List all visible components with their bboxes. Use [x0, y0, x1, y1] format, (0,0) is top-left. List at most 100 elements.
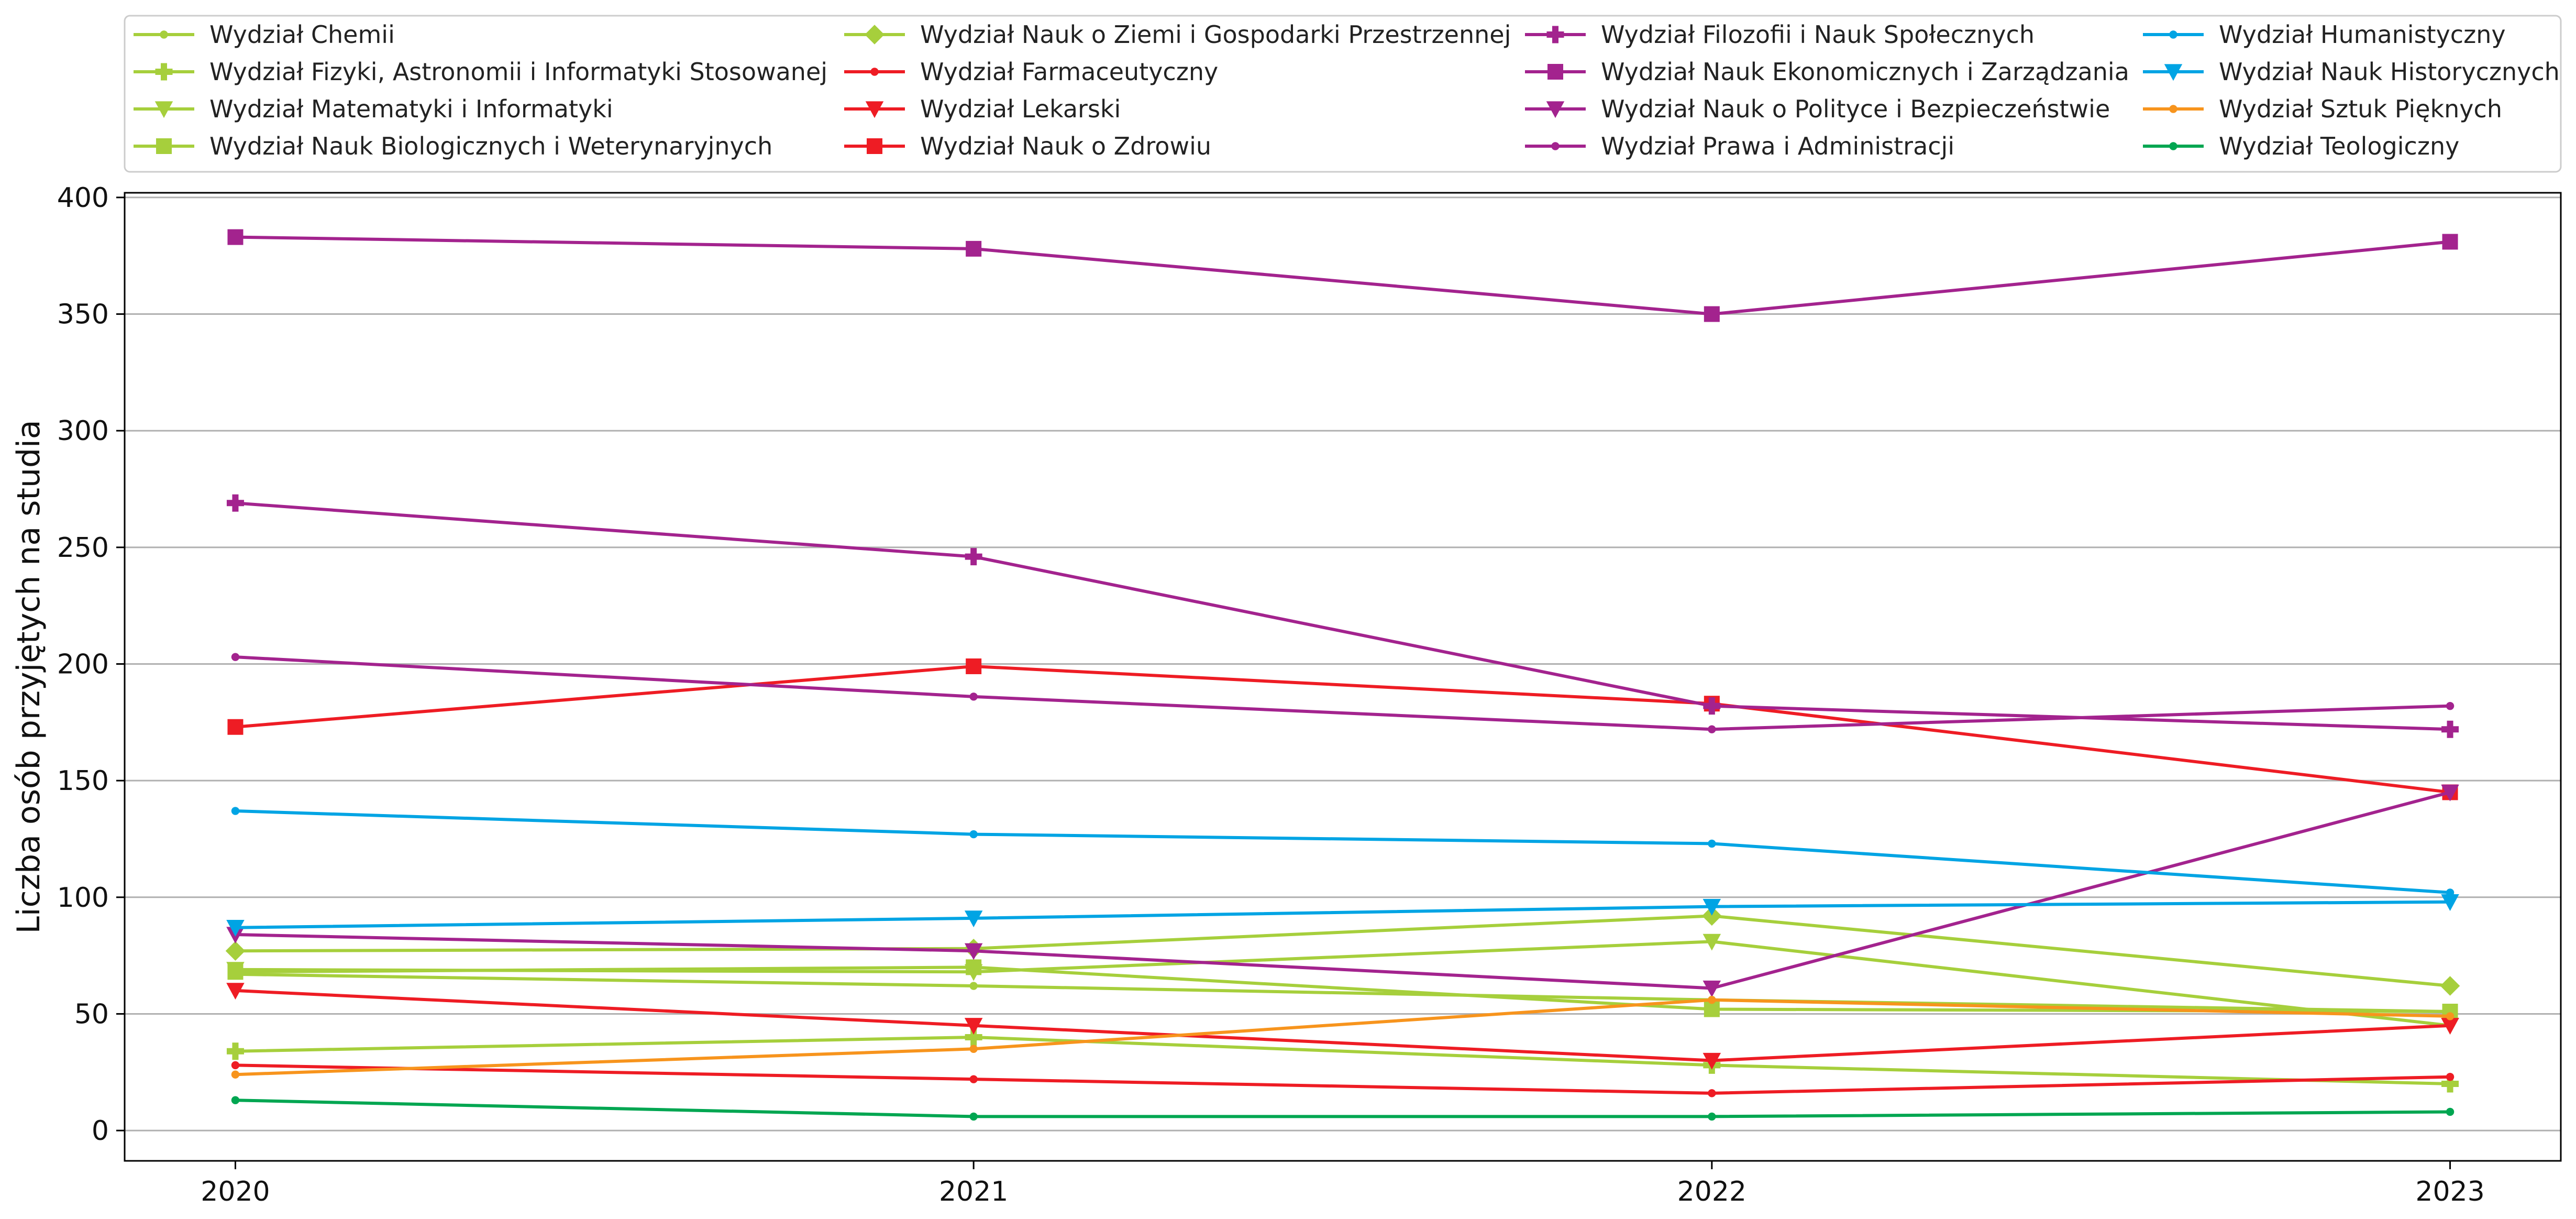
series-line — [235, 655, 2450, 731]
y-tick-label: 400 — [57, 182, 109, 214]
data-point — [1702, 906, 1722, 926]
x-tick-label: 2023 — [2415, 1176, 2484, 1207]
legend-item: Wydział Prawa i Administracji — [1525, 132, 1954, 160]
x-tick-label: 2020 — [201, 1176, 270, 1207]
data-point — [231, 1061, 240, 1070]
data-point — [966, 959, 982, 975]
data-point — [2446, 1107, 2455, 1116]
legend-item: Wydział Lekarski — [844, 95, 1121, 123]
legend-marker — [160, 30, 168, 39]
legend-item: Wydział Nauk Ekonomicznych i Zarządzania — [1525, 58, 2129, 86]
legend-marker — [867, 138, 882, 154]
legend-marker — [865, 25, 885, 45]
data-point — [225, 941, 246, 961]
data-point — [227, 719, 244, 735]
data-point — [1702, 1052, 1721, 1070]
legend-label: Wydział Nauk o Zdrowiu — [920, 132, 1211, 160]
data-point — [231, 1096, 240, 1104]
data-point — [966, 240, 982, 257]
y-tick-label: 150 — [57, 765, 109, 797]
grid-lines — [125, 196, 2561, 1132]
series-13 — [231, 807, 2455, 897]
series-line — [235, 900, 2450, 929]
legend-label: Wydział Nauk o Ziemi i Gospodarki Przest… — [920, 20, 1511, 49]
data-point — [227, 964, 244, 980]
legend-marker — [2164, 64, 2183, 81]
y-tick-label: 300 — [57, 415, 109, 447]
data-point — [964, 1018, 983, 1035]
y-tick-label: 100 — [57, 882, 109, 914]
series-4 — [227, 959, 2458, 1020]
legend-label: Wydział Prawa i Administracji — [1601, 132, 1954, 160]
data-point — [1708, 1089, 1716, 1097]
series-line — [235, 809, 2450, 894]
data-point — [969, 1045, 978, 1053]
legend-label: Wydział Filozofii i Nauk Społecznych — [1601, 20, 2035, 49]
legend-item: Wydział Nauk Historycznych — [2143, 58, 2560, 86]
legend-label: Wydział Nauk Biologicznych i Weterynaryj… — [209, 132, 772, 160]
data-point — [2442, 234, 2458, 250]
series-14 — [226, 894, 2459, 937]
data-point — [2446, 701, 2455, 710]
series-line — [235, 972, 2450, 1014]
data-point — [969, 693, 978, 701]
data-point — [964, 943, 983, 960]
data-point — [2441, 894, 2459, 911]
data-point — [1703, 697, 1721, 715]
legend-marker — [865, 101, 884, 118]
y-tick-label: 200 — [57, 649, 109, 680]
series-12 — [231, 653, 2455, 733]
series-line — [235, 965, 2450, 1014]
data-point — [227, 229, 244, 245]
series-line — [235, 914, 2450, 988]
data-point — [231, 653, 240, 661]
legend-item: Wydział Farmaceutyczny — [844, 58, 1218, 86]
data-point — [1702, 980, 1721, 997]
legend-label: Wydział Nauk o Polityce i Bezpieczeństwi… — [1601, 95, 2110, 123]
data-point — [1708, 839, 1716, 848]
x-tick-label: 2022 — [1677, 1176, 1746, 1207]
data-point — [966, 658, 982, 674]
legend-item: Wydział Sztuk Pięknych — [2143, 95, 2502, 123]
series-5 — [225, 906, 2460, 996]
data-point — [969, 982, 978, 990]
legend-item: Wydział Humanistyczny — [2143, 20, 2506, 49]
data-point — [226, 1042, 244, 1060]
series-line — [235, 1063, 2450, 1095]
legend-marker — [1547, 64, 1563, 80]
data-point — [231, 807, 240, 815]
legend-item: Wydział Fizyki, Astronomii i Informatyki… — [134, 58, 827, 86]
data-point — [231, 1070, 240, 1079]
legend-item: Wydział Teologiczny — [2143, 132, 2459, 160]
series-lines — [225, 229, 2460, 1121]
legend-marker — [156, 138, 172, 154]
legend-item: Wydział Nauk o Zdrowiu — [844, 132, 1211, 160]
series-10 — [227, 229, 2458, 322]
axes: 0 50 100 150 200 250 300 350 400 2020 2021 2022 2023 — [57, 182, 2485, 1207]
legend-item: Wydział Nauk Biologicznych i Weterynaryj… — [134, 132, 772, 160]
data-point — [1704, 306, 1720, 322]
series-line — [235, 1035, 2450, 1086]
data-point — [226, 494, 244, 512]
y-axis-label: Liczba osób przyjętych na studia — [10, 420, 47, 934]
series-line — [235, 998, 2450, 1077]
data-point — [2446, 1012, 2455, 1020]
data-point — [1702, 898, 1721, 916]
legend-marker — [870, 68, 879, 76]
y-tick-label: 250 — [57, 532, 109, 564]
legend-marker — [2169, 105, 2177, 113]
x-tick-label: 2021 — [939, 1176, 1008, 1207]
legend-marker — [154, 101, 173, 118]
series-line — [235, 989, 2450, 1062]
y-tick-label: 350 — [57, 299, 109, 331]
series-6 — [231, 1061, 2455, 1097]
legend-item: Wydział Nauk o Ziemi i Gospodarki Przest… — [844, 20, 1511, 49]
series-line — [235, 790, 2451, 990]
legend-item: Wydział Nauk o Polityce i Bezpieczeństwi… — [1525, 95, 2110, 123]
data-point — [969, 1075, 978, 1083]
series-line — [235, 664, 2450, 794]
series-line — [235, 1099, 2450, 1118]
data-point — [1708, 1112, 1716, 1121]
